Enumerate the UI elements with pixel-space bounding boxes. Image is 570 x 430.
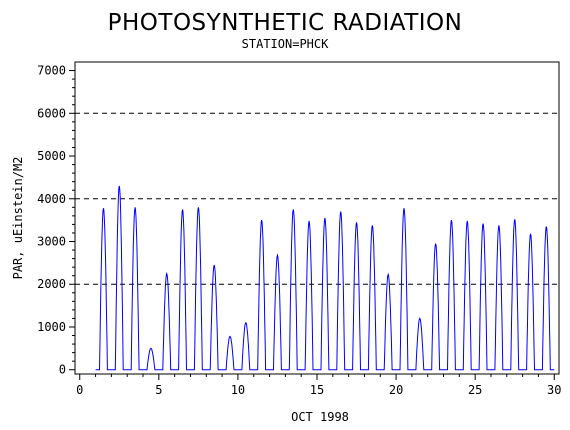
y-tick-label: 7000 <box>37 64 66 78</box>
y-tick-label: 2000 <box>37 277 66 291</box>
y-tick-label: 0 <box>59 363 66 377</box>
y-tick-label: 4000 <box>37 192 66 206</box>
y-tick-label: 1000 <box>37 320 66 334</box>
x-tick-label: 15 <box>310 383 324 397</box>
chart-subtitle: STATION=PHCK <box>242 37 329 51</box>
chart-title: PHOTOSYNTHETIC RADIATION <box>108 10 463 36</box>
y-axis: 0 1000 2000 3000 4000 5000 6000 7000 <box>37 64 75 377</box>
y-tick-label: 6000 <box>37 106 66 120</box>
y-axis-label: PAR, uEinstein/M2 <box>11 157 25 280</box>
x-axis-label: OCT 1998 <box>291 410 349 424</box>
x-tick-label: 20 <box>389 383 403 397</box>
x-axis: 0 5 10 15 20 25 30 <box>76 374 561 397</box>
x-tick-label: 30 <box>547 383 561 397</box>
x-tick-label: 25 <box>468 383 482 397</box>
reference-lines <box>75 112 559 285</box>
x-tick-label: 10 <box>231 383 245 397</box>
y-tick-label: 3000 <box>37 235 66 249</box>
par-series-line <box>95 185 555 371</box>
x-tick-label: 5 <box>155 383 162 397</box>
x-tick-label: 0 <box>76 383 83 397</box>
y-tick-label: 5000 <box>37 149 66 163</box>
